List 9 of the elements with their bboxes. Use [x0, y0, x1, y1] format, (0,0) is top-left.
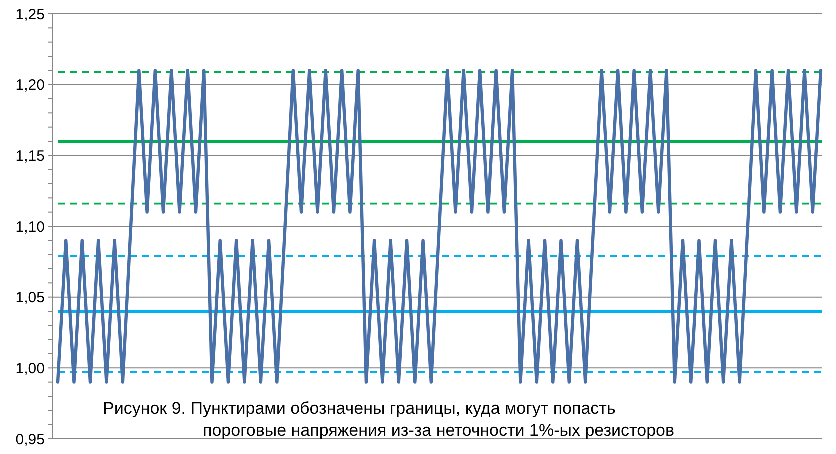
y-tick-label: 1,25: [16, 6, 45, 24]
y-tick-label: 1,15: [16, 148, 45, 165]
y-tick-label: 0,95: [16, 431, 45, 448]
y-tick-label: 1,10: [16, 218, 45, 236]
y-tick-label: 1,20: [16, 77, 45, 94]
annotation: Рисунок 9. Пунктирами обозначены границы, куда могут попасть пороговые напряжения из-за неточности 1%-ых резисторов: [103, 399, 675, 440]
line-series: [56, 69, 823, 384]
y-tick-label: 1,05: [16, 290, 45, 307]
y-tick-label: 1,00: [16, 360, 45, 378]
